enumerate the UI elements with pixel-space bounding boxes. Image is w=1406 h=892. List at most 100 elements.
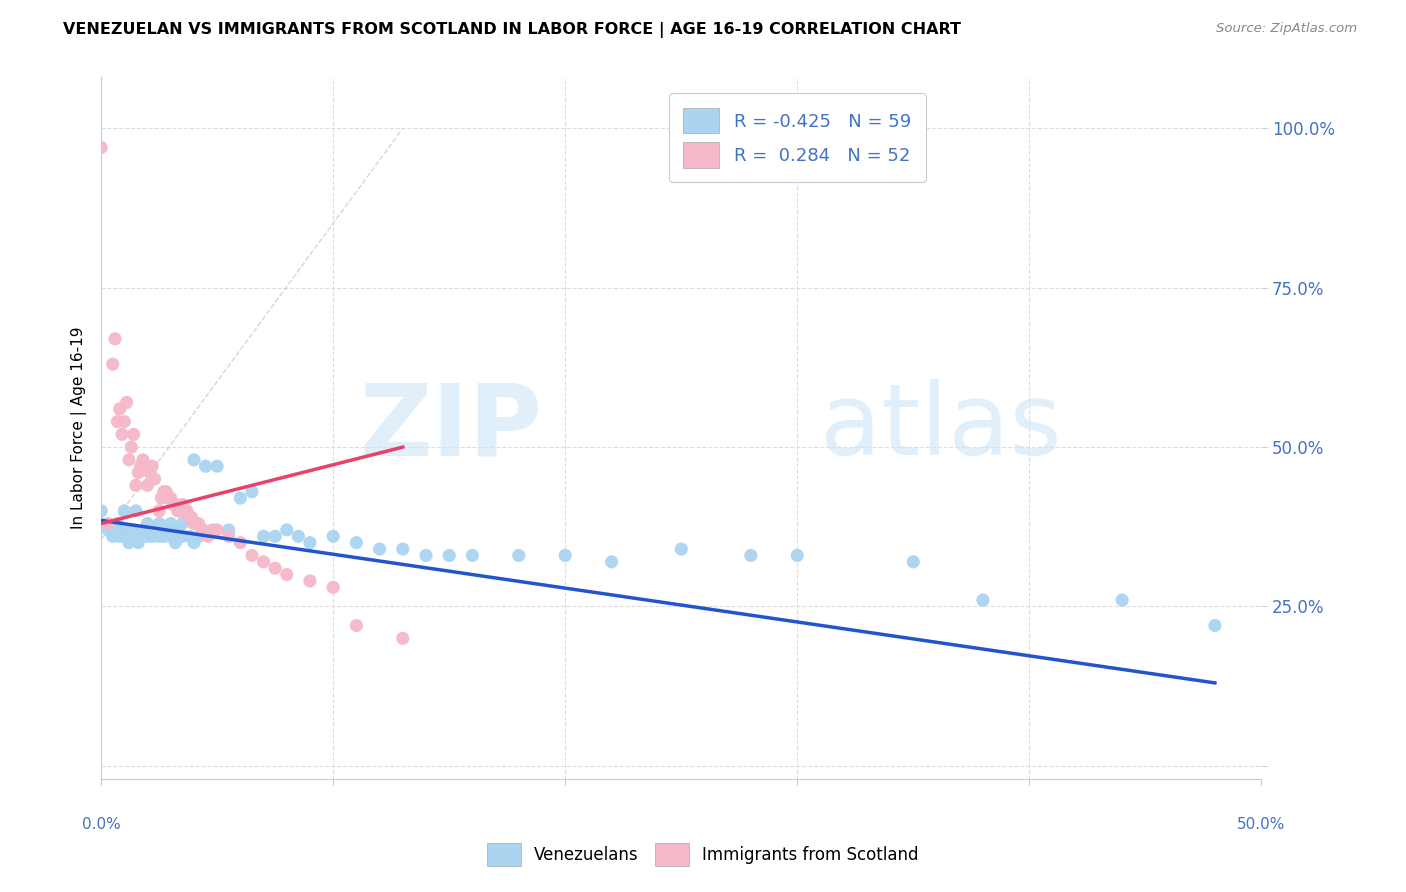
Point [193, 523, 215, 537]
Point [127, 535, 149, 549]
Point [183, 516, 205, 531]
Point [187, 529, 209, 543]
Point [264, 561, 287, 575]
Point [165, 498, 187, 512]
Point [183, 535, 205, 549]
Point [141, 529, 163, 543]
Point [344, 618, 367, 632]
Point [148, 529, 170, 543]
Point [172, 516, 194, 531]
Point [298, 574, 321, 588]
Point [166, 523, 188, 537]
Point [148, 516, 170, 531]
Point [368, 542, 391, 557]
Point [172, 529, 194, 543]
Point [105, 516, 128, 531]
Point [112, 415, 135, 429]
Point [159, 516, 181, 531]
Point [143, 472, 166, 486]
Point [461, 549, 484, 563]
Point [155, 523, 177, 537]
Point [391, 542, 413, 557]
Point [118, 453, 141, 467]
Point [322, 580, 344, 594]
Point [108, 401, 131, 416]
Point [97, 523, 120, 537]
Point [120, 523, 142, 537]
Point [159, 529, 181, 543]
Point [139, 466, 162, 480]
Point [132, 523, 155, 537]
Point [240, 484, 263, 499]
Point [104, 332, 127, 346]
Y-axis label: In Labor Force | Age 16-19: In Labor Force | Age 16-19 [72, 326, 87, 529]
Point [136, 529, 159, 543]
Legend: R = -0.425   N = 59, R =  0.284   N = 52: R = -0.425 N = 59, R = 0.284 N = 52 [669, 94, 925, 183]
Point [166, 504, 188, 518]
Point [322, 529, 344, 543]
Point [172, 498, 194, 512]
Text: 50.0%: 50.0% [1237, 817, 1285, 832]
Point [165, 535, 187, 549]
Point [229, 491, 252, 505]
Point [90, 140, 112, 154]
Point [125, 478, 148, 492]
Point [101, 357, 124, 371]
Point [180, 510, 202, 524]
Point [162, 498, 184, 512]
Point [108, 529, 131, 543]
Point [101, 529, 124, 543]
Point [157, 491, 180, 505]
Point [111, 427, 134, 442]
Point [134, 459, 156, 474]
Point [972, 593, 994, 607]
Point [120, 440, 142, 454]
Point [112, 504, 135, 518]
Point [600, 555, 623, 569]
Point [141, 459, 163, 474]
Text: Source: ZipAtlas.com: Source: ZipAtlas.com [1216, 22, 1357, 36]
Point [90, 516, 112, 531]
Text: 0.0%: 0.0% [82, 817, 121, 832]
Point [97, 516, 120, 531]
Point [136, 516, 159, 531]
Point [127, 466, 149, 480]
Point [671, 542, 693, 557]
Point [159, 491, 181, 505]
Point [125, 529, 148, 543]
Point [197, 529, 219, 543]
Point [187, 516, 209, 531]
Point [169, 504, 191, 518]
Point [179, 529, 201, 543]
Point [118, 535, 141, 549]
Point [264, 529, 287, 543]
Point [786, 549, 808, 563]
Text: atlas: atlas [821, 379, 1062, 476]
Point [415, 549, 437, 563]
Point [173, 504, 195, 518]
Point [252, 555, 274, 569]
Point [1204, 618, 1226, 632]
Legend: Venezuelans, Immigrants from Scotland: Venezuelans, Immigrants from Scotland [479, 835, 927, 875]
Point [276, 523, 298, 537]
Point [240, 549, 263, 563]
Point [554, 549, 576, 563]
Point [179, 510, 201, 524]
Point [136, 478, 159, 492]
Point [129, 459, 152, 474]
Point [276, 567, 298, 582]
Point [508, 549, 530, 563]
Text: ZIP: ZIP [359, 379, 541, 476]
Point [105, 415, 128, 429]
Point [122, 427, 145, 442]
Point [391, 632, 413, 646]
Point [152, 529, 174, 543]
Point [344, 535, 367, 549]
Point [194, 459, 217, 474]
Point [90, 504, 112, 518]
Point [115, 395, 138, 409]
Point [287, 529, 309, 543]
Point [148, 504, 170, 518]
Point [740, 549, 762, 563]
Point [229, 535, 252, 549]
